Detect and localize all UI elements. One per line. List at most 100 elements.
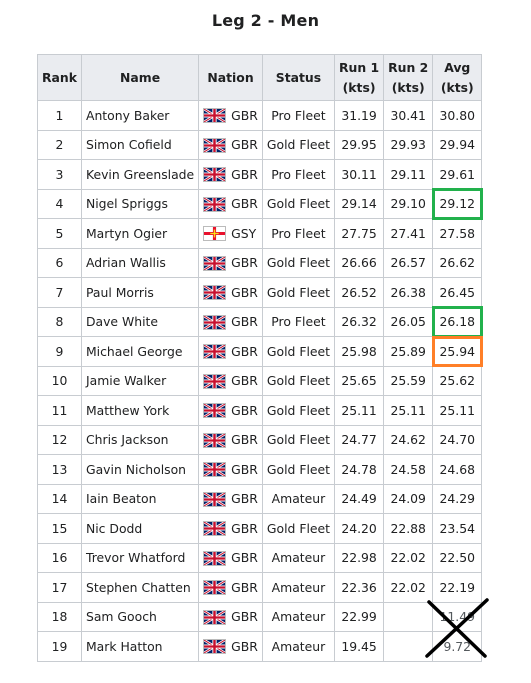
nation-code: GBR: [231, 550, 258, 566]
run1-cell: 22.36: [333, 572, 385, 603]
nation-cell: GBR: [198, 454, 263, 485]
nation-code: GBR: [231, 432, 258, 448]
gbr-flag-icon: [203, 284, 227, 301]
table-row: 11 Matthew York GBR Gold Fleet 25.11 25.11 25.…: [37, 395, 483, 426]
table-row: 7 Paul Morris GBR Gold Fleet 26.52 26.38 26.45: [37, 277, 483, 308]
rank-cell: 16: [37, 542, 82, 573]
run2-cell: 24.62: [383, 424, 434, 455]
run1-cell: 24.78: [333, 454, 385, 485]
run2-cell: [383, 631, 434, 662]
gsy-flag-icon: [203, 225, 227, 242]
run2-cell: 26.38: [383, 277, 434, 308]
name-cell: Sam Gooch: [80, 601, 200, 632]
table-row: 16 Trevor Whatford GBR Amateur 22.98 22.02 22.…: [37, 542, 483, 573]
nation-code: GBR: [231, 107, 258, 123]
nation-code: GBR: [231, 373, 258, 389]
rank-cell: 10: [37, 365, 82, 396]
rank-cell: 15: [37, 513, 82, 544]
rank-cell: 5: [37, 218, 82, 249]
nation-code: GBR: [231, 166, 258, 182]
nation-cell: GBR: [198, 188, 263, 219]
status-cell: Gold Fleet: [261, 247, 336, 278]
run1-cell: 25.98: [333, 336, 385, 367]
table-row: 15 Nic Dodd GBR Gold Fleet 24.20 22.88 23.54: [37, 513, 483, 544]
run2-header: Run 2 (kts): [383, 54, 434, 101]
rank-cell: 14: [37, 483, 82, 514]
status-cell: Pro Fleet: [261, 306, 336, 337]
table-row: 12 Chris Jackson GBR Gold Fleet 24.77 24.62 24…: [37, 424, 483, 455]
gbr-flag-icon: [203, 314, 227, 330]
avg-cell: 29.12: [431, 188, 483, 220]
name-cell: Simon Cofield: [80, 129, 200, 160]
nation-cell: GBR: [198, 247, 263, 278]
nation-cell: GBR: [198, 601, 263, 632]
rank-cell: 4: [37, 188, 82, 219]
run1-cell: 27.75: [333, 218, 385, 249]
avg-cell: 26.18: [431, 306, 483, 338]
name-cell: Trevor Whatford: [80, 542, 200, 573]
name-cell: Martyn Ogier: [80, 218, 200, 249]
run1-cell: 22.99: [333, 601, 385, 632]
run2-cell: 30.41: [383, 100, 434, 131]
run1-cell: 29.14: [333, 188, 385, 219]
name-cell: Stephen Chatten: [80, 572, 200, 603]
name-cell: Adrian Wallis: [80, 247, 200, 278]
gbr-flag-icon: [203, 520, 227, 537]
nation-cell: GBR: [198, 483, 263, 514]
gbr-flag-icon: [203, 343, 227, 360]
run1-cell: 26.66: [333, 247, 385, 278]
gbr-flag-icon: [203, 432, 227, 448]
table-row: 8 Dave White GBR Pro Fleet 26.32 26.05 26.18: [37, 306, 483, 338]
gbr-flag-icon: [203, 137, 227, 153]
avg-cell: 26.45: [432, 277, 483, 308]
avg-cell: 9.72: [432, 631, 483, 662]
nation-code: GBR: [231, 343, 258, 359]
nation-code: GBR: [231, 255, 258, 271]
rank-cell: 1: [37, 100, 82, 131]
name-header: Name: [80, 54, 200, 101]
nation-code: GBR: [231, 520, 258, 536]
avg-cell: 24.29: [432, 483, 483, 514]
status-cell: Gold Fleet: [261, 277, 336, 308]
gbr-flag-icon: [203, 638, 227, 655]
nation-code: GBR: [231, 196, 258, 212]
nation-cell: GBR: [198, 631, 263, 662]
run2-cell: 22.88: [383, 513, 434, 544]
run1-cell: 30.11: [333, 159, 385, 190]
status-cell: Gold Fleet: [261, 336, 336, 367]
name-cell: Jamie Walker: [80, 365, 200, 396]
status-cell: Pro Fleet: [261, 100, 336, 131]
name-cell: Nigel Spriggs: [80, 188, 200, 219]
nation-cell: GSY: [198, 218, 263, 249]
avg-cell: 27.58: [432, 218, 483, 249]
nation-code: GBR: [231, 461, 258, 477]
name-cell: Gavin Nicholson: [80, 454, 200, 485]
rank-cell: 11: [37, 395, 82, 426]
gbr-flag-icon: [203, 255, 227, 271]
status-header: Status: [261, 54, 336, 101]
nation-cell: GBR: [198, 395, 263, 426]
run2-cell: 24.58: [383, 454, 434, 485]
run1-cell: 24.77: [333, 424, 385, 455]
run1-cell: 24.49: [333, 483, 385, 514]
gbr-flag-icon: [203, 461, 227, 478]
run2-cell: 24.09: [383, 483, 434, 514]
rank-cell: 18: [37, 601, 82, 632]
avg-cell: 24.70: [432, 424, 483, 455]
table-row: 9 Michael George GBR Gold Fleet 25.98 25.89 25…: [37, 335, 483, 367]
rank-cell: 2: [37, 129, 82, 160]
run2-cell: 22.02: [383, 542, 434, 573]
status-cell: Gold Fleet: [261, 424, 336, 455]
status-cell: Gold Fleet: [261, 395, 336, 426]
run1-cell: 26.32: [333, 306, 385, 337]
run2-cell: 26.57: [383, 247, 434, 278]
table-row: 4 Nigel Spriggs GBR Gold Fleet 29.14 29.10 29.…: [37, 188, 483, 220]
run1-cell: 22.98: [333, 542, 385, 573]
rank-cell: 13: [37, 454, 82, 485]
name-cell: Antony Baker: [80, 100, 200, 131]
run1-header: Run 1 (kts): [333, 54, 385, 101]
nation-code: GBR: [231, 137, 258, 153]
header-row: Rank Name Nation Status Run 1 (kts) Run 2…: [37, 54, 483, 101]
status-cell: Gold Fleet: [261, 365, 336, 396]
status-cell: Amateur: [261, 631, 336, 662]
